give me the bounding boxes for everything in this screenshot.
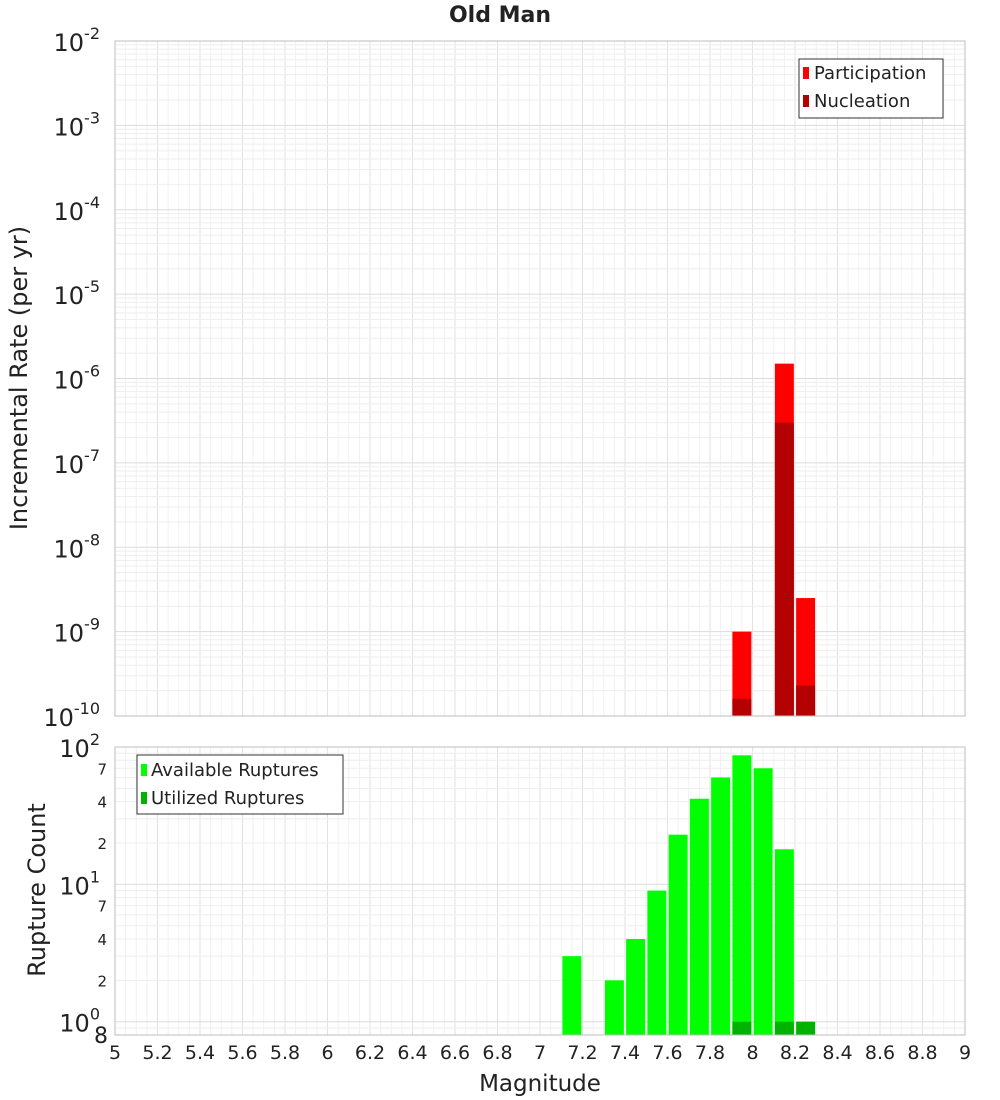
x-tick-label: 7.2	[567, 1042, 597, 1064]
top-legend-swatch	[803, 95, 809, 107]
x-tick-label: 5.8	[270, 1042, 300, 1064]
available-ruptures-bar	[604, 980, 624, 1035]
participation-bar	[732, 631, 752, 716]
nucleation-bar	[774, 422, 794, 716]
x-tick-label: 8	[746, 1042, 758, 1064]
x-tick-label: 8.8	[907, 1042, 937, 1064]
bottom-legend-box	[136, 754, 344, 815]
top-y-tick-label: 10-5	[54, 277, 101, 310]
top-legend-label: Nucleation	[814, 91, 910, 112]
x-tick-label: 8.4	[822, 1042, 852, 1064]
bottom-y-minor-tick-label: 4	[97, 931, 107, 949]
bottom-y-minor-tick-label: 2	[97, 835, 107, 853]
top-y-tick-label: 10-10	[43, 699, 100, 732]
available-ruptures-bar	[774, 849, 794, 1035]
available-ruptures-bar	[647, 890, 667, 1035]
x-tick-label: 6.4	[397, 1042, 427, 1064]
top-y-tick-label: 10-2	[54, 24, 101, 57]
x-tick-label: 7	[534, 1042, 546, 1064]
top-y-tick-label: 10-7	[54, 446, 101, 479]
bottom-y-minor-tick-label: 2	[97, 972, 107, 990]
top-y-tick-label: 10-8	[54, 530, 101, 563]
top-legend-label: Participation	[814, 63, 926, 84]
bottom-y-major-tick-label: 102	[59, 730, 100, 763]
bottom-y-minor-tick-label: 4	[97, 794, 107, 812]
x-tick-label: 5.2	[142, 1042, 172, 1064]
x-tick-label: 8.2	[780, 1042, 810, 1064]
top-y-axis-label: Incremental Rate (per yr)	[5, 226, 33, 530]
x-tick-label: 5.6	[227, 1042, 257, 1064]
bottom-y-axis-label: Rupture Count	[23, 803, 51, 977]
available-ruptures-bar	[753, 768, 773, 1035]
x-tick-label: 5.4	[185, 1042, 215, 1064]
available-ruptures-bar	[689, 798, 709, 1035]
x-tick-label: 6.6	[440, 1042, 470, 1064]
available-ruptures-bar	[711, 777, 731, 1035]
bottom-y-minor-tick-label: 8	[94, 1024, 108, 1049]
x-tick-label: 9	[959, 1042, 971, 1064]
nucleation-bar	[732, 698, 752, 716]
bottom-y-major-tick-label: 101	[59, 867, 100, 900]
utilized-ruptures-bar	[732, 1021, 752, 1035]
x-tick-label: 6.8	[482, 1042, 512, 1064]
top-plot-frame	[114, 40, 966, 717]
bottom-plot-frame	[114, 746, 966, 1036]
chart-title: Old Man	[449, 3, 551, 28]
top-y-tick-label: 10-4	[54, 193, 101, 226]
bottom-y-minor-tick-label: 7	[97, 760, 107, 778]
utilized-ruptures-bar	[774, 1021, 794, 1035]
top-y-tick-label: 10-6	[54, 362, 101, 395]
bottom-legend-label: Utilized Ruptures	[151, 788, 304, 809]
bottom-y-minor-tick-label: 7	[97, 898, 107, 916]
x-tick-label: 7.6	[652, 1042, 682, 1064]
top-y-tick-label: 10-9	[54, 615, 101, 648]
utilized-ruptures-bar	[796, 1021, 816, 1035]
available-ruptures-bar	[668, 834, 688, 1035]
top-y-tick-label: 10-3	[54, 108, 101, 141]
available-ruptures-bar	[732, 755, 752, 1035]
top-legend-swatch	[803, 67, 809, 79]
x-tick-label: 7.8	[695, 1042, 725, 1064]
bottom-legend-label: Available Ruptures	[151, 760, 319, 781]
bottom-y-major-tick-label: 100	[59, 1005, 100, 1038]
x-tick-label: 6.2	[355, 1042, 385, 1064]
x-tick-label: 7.4	[610, 1042, 640, 1064]
bottom-legend-swatch	[141, 792, 147, 804]
x-tick-label: 8.6	[865, 1042, 895, 1064]
bottom-legend-swatch	[141, 764, 147, 776]
top-legend-box	[798, 58, 944, 119]
x-tick-label: 6	[321, 1042, 333, 1064]
available-ruptures-bar	[562, 956, 582, 1035]
available-ruptures-bar	[626, 939, 646, 1035]
x-tick-label: 5	[109, 1042, 121, 1064]
x-axis-label: Magnitude	[479, 1071, 601, 1097]
nucleation-bar	[796, 685, 816, 716]
